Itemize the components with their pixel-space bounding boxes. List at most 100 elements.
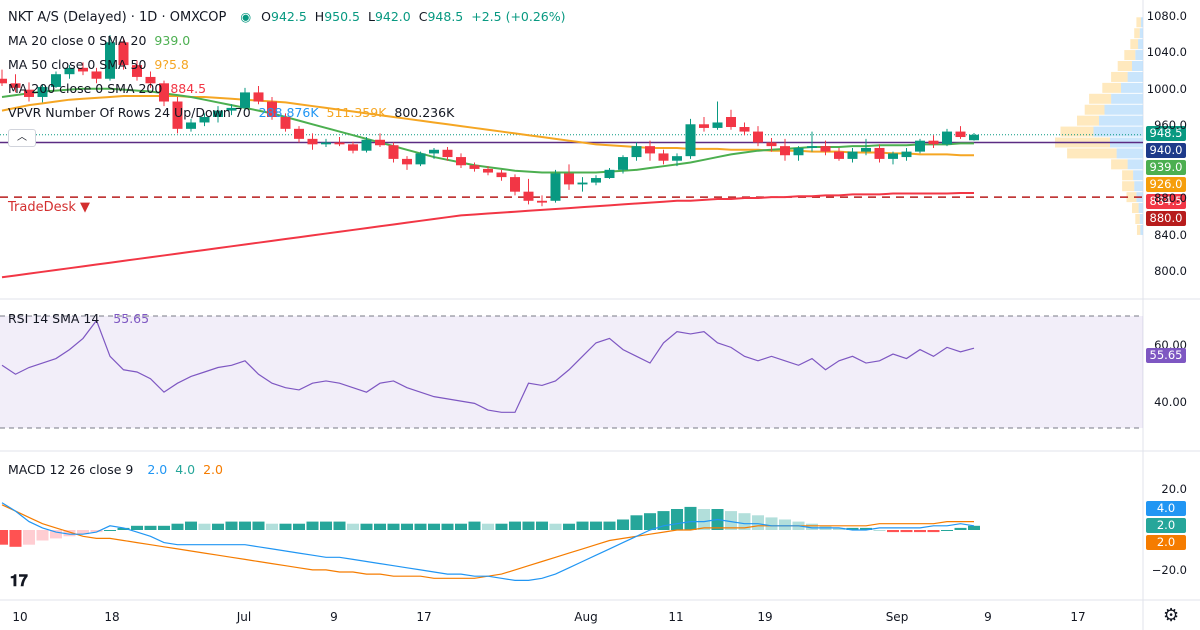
macd-hist-bar: [495, 523, 508, 530]
price-tick: 840.0: [1154, 228, 1187, 242]
macd-hist-bar: [509, 521, 521, 530]
ma200-line: [1, 192, 974, 279]
candle-body: [550, 173, 561, 201]
macd-hist-bar: [0, 530, 8, 545]
vpvr-bar-down: [1111, 93, 1143, 104]
vpvr-bar-down: [1133, 170, 1143, 181]
symbol-legend[interactable]: NKT A/S (Delayed) · 1D · OMXCOP ◉ O942.5…: [8, 9, 570, 25]
ma20-legend[interactable]: MA 20 close 0 SMA 20 939.0: [8, 33, 194, 48]
macd-hist-bar: [725, 511, 737, 530]
vpvr-up: 288.876K: [258, 105, 319, 120]
candle-body: [469, 165, 480, 169]
macd-tag-hist: 2.0: [1146, 518, 1186, 533]
candle-body: [415, 153, 426, 165]
candle-body: [577, 182, 588, 185]
ma200-legend[interactable]: MA 200 close 0 SMA 200 884.5: [8, 81, 210, 96]
time-tick: 9: [330, 610, 338, 624]
macd-hist-bar: [833, 527, 845, 530]
candle-body: [618, 157, 628, 170]
time-tick: 19: [757, 610, 773, 624]
candle-body: [537, 200, 547, 203]
vpvr-bar-up: [1117, 61, 1132, 71]
macd-label: MACD 12 26 close 9: [8, 462, 134, 477]
ma20-value: 939.0: [154, 33, 191, 48]
candle-body: [105, 42, 115, 79]
candle-body: [186, 122, 196, 129]
macd-hist-bar: [401, 523, 413, 530]
candle-body: [915, 140, 925, 152]
macd-hist-bar: [320, 521, 332, 530]
candle-body: [658, 153, 669, 161]
candle-body: [334, 142, 345, 145]
low-value: 942.0: [374, 9, 411, 24]
vpvr-legend[interactable]: VPVR Number Of Rows 24 Up/Down 70 288.87…: [8, 105, 458, 120]
time-tick: 10: [12, 610, 28, 624]
candle-body: [118, 42, 129, 66]
macd-hist-bar: [590, 521, 602, 530]
ma50-legend[interactable]: MA 50 close 0 SMA 50 9?5.8: [8, 57, 193, 72]
vpvr-bar-down: [1138, 203, 1143, 214]
macd-signal-line: [1, 504, 974, 579]
candle-body: [820, 146, 831, 152]
symbol-title: NKT A/S (Delayed) · 1D · OMXCOP: [8, 10, 227, 25]
macd-tag-line: 4.0: [1146, 501, 1186, 516]
macd-legend[interactable]: MACD 12 26 close 9 2.0 4.0 2.0: [8, 462, 227, 477]
collapse-legend-button[interactable]: ︿: [8, 129, 36, 147]
candle-body: [240, 92, 250, 108]
vpvr-bar-up: [1134, 28, 1140, 39]
candle-body: [145, 76, 156, 84]
candle-body: [739, 127, 750, 132]
macd-hist-bar: [698, 509, 710, 530]
macd-hist-bar: [954, 527, 967, 530]
vpvr-bar-down: [1127, 71, 1143, 82]
candle-body: [483, 168, 493, 173]
macd-hist-bar: [428, 523, 440, 530]
candle-body: [928, 140, 939, 145]
macd-hist-bar: [279, 523, 292, 530]
candle-body: [591, 178, 601, 183]
candle-body: [172, 101, 183, 129]
open-value: 942.5: [271, 9, 307, 24]
candle-body: [253, 92, 264, 102]
macd-hist-bar: [738, 513, 751, 530]
tradingview-logo[interactable]: 𝟏𝟕: [10, 571, 28, 590]
macd-hist-bar: [131, 525, 143, 530]
rsi-value: 55.65: [113, 311, 150, 326]
candle-body: [348, 144, 358, 151]
vpvr-bar-up: [1077, 115, 1099, 126]
time-tick: 17: [416, 610, 432, 624]
time-tick: Aug: [574, 610, 598, 624]
vpvr-bar-up: [1130, 39, 1139, 50]
price-tick: 1040.0: [1146, 45, 1187, 59]
settings-gear-icon[interactable]: ⚙: [1163, 605, 1180, 626]
vpvr-bar-down: [1121, 82, 1143, 93]
candle-body: [388, 145, 399, 159]
vpvr-bar-up: [1124, 50, 1136, 61]
candle-body: [672, 156, 682, 161]
macd-hist-bar: [576, 521, 589, 530]
candle-body: [402, 158, 412, 165]
close-value: 948.5: [427, 9, 464, 24]
candle-body: [429, 149, 439, 154]
ma200-label: MA 200 close 0 SMA 200: [8, 81, 163, 96]
rsi-legend[interactable]: RSI 14 SMA 14 55.65: [8, 311, 153, 326]
candle-body: [753, 131, 763, 143]
vpvr-bar-up: [1122, 181, 1135, 192]
vpvr-total: 800.236K: [394, 105, 455, 120]
candle-body: [132, 65, 142, 77]
macd-hist-bar: [765, 517, 778, 530]
macd-hist-bar: [158, 525, 170, 530]
candle-body: [807, 146, 817, 148]
macd-hist-bar: [347, 523, 359, 530]
macd-hist-bar: [23, 530, 35, 545]
candle-body: [942, 131, 952, 145]
price-tag-last: 948.5: [1146, 126, 1186, 141]
candle-body: [375, 139, 385, 146]
vpvr-bar-down: [1116, 148, 1143, 159]
candle-body: [307, 138, 318, 145]
vpvr-bar-down: [1104, 104, 1143, 115]
candle-body: [955, 131, 966, 138]
macd-hist-bar: [603, 521, 616, 530]
vpvr-down: 511.359K: [326, 105, 387, 120]
